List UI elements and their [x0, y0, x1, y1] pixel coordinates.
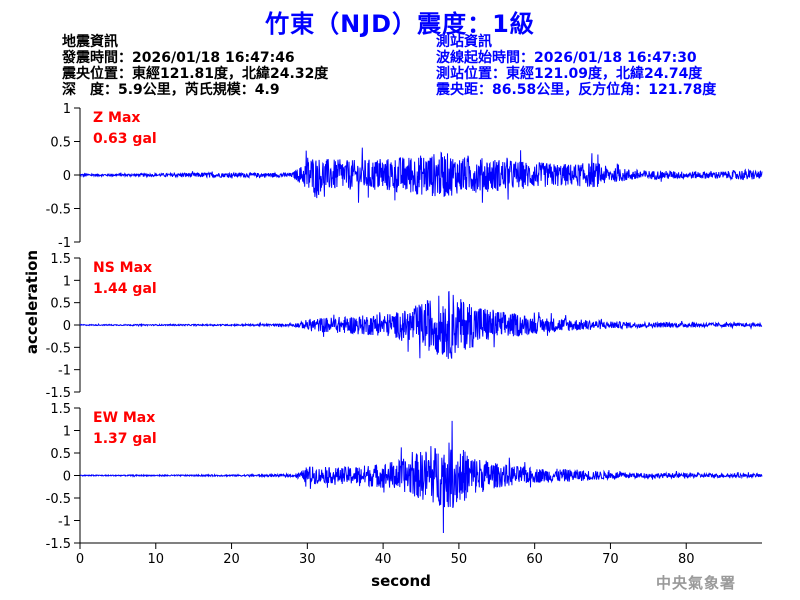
- y-tick-label: -1: [58, 364, 71, 379]
- y-tick-label: -1.5: [46, 537, 71, 552]
- epicenter-location: 震央位置：東經121.81度，北緯24.32度: [62, 66, 329, 82]
- x-tick-label: 40: [375, 552, 392, 567]
- max-label-ns: NS Max: [93, 260, 152, 276]
- max-value-ns: 1.44 gal: [93, 281, 157, 297]
- x-tick-label: 30: [299, 552, 316, 567]
- x-tick-label: 70: [602, 552, 619, 567]
- y-tick-label: -1.5: [46, 386, 71, 401]
- waveform-trace-z: [80, 147, 763, 203]
- y-tick-label: 0: [63, 169, 71, 184]
- max-value-z: 0.63 gal: [93, 131, 157, 147]
- x-tick-label: 10: [148, 552, 165, 567]
- depth-magnitude: 深 度：5.9公里，芮氏規模：4.9: [62, 82, 280, 98]
- agency-watermark: 中央氣象署: [656, 574, 737, 592]
- station-location: 測站位置：東經121.09度，北緯24.74度: [436, 66, 703, 82]
- panel-ns: -1.5 -1 -0.5 0 0.5 1 1.5 NS Max 1.44 gal: [46, 252, 763, 401]
- y-tick-label: -1: [58, 515, 71, 530]
- y-tick-label: 0.5: [50, 297, 71, 312]
- x-tick-label: 60: [526, 552, 543, 567]
- station-info-panel: 測站資訊 波線起始時間：2026/01/18 16:47:30 測站位置：東經1…: [436, 34, 716, 98]
- y-tick-label: -0.5: [46, 203, 71, 218]
- waveform-trace-ns: [79, 291, 763, 359]
- waveform-trace-ew: [79, 420, 763, 534]
- max-value-ew: 1.37 gal: [93, 431, 157, 447]
- y-tick-label: 0: [63, 470, 71, 485]
- y-tick-label: -0.5: [46, 492, 71, 507]
- panel-z: -1 -0.5 0 0.5 1 Z Max 0.63 gal: [46, 102, 763, 251]
- y-tick-label: 1: [63, 102, 71, 117]
- epicentral-distance: 震央距：86.58公里，反方位角：121.78度: [436, 82, 717, 98]
- x-tick-label: 80: [678, 552, 695, 567]
- panel-ew: -1.5 -1 -0.5 0 0.5 1 1.5 EW Max 1.37 gal: [46, 402, 763, 552]
- y-tick-label: 0.5: [50, 136, 71, 151]
- y-tick-label: 1: [63, 425, 71, 440]
- y-tick-label: 1.5: [50, 252, 71, 267]
- event-info-panel: 地震資訊 發震時間：2026/01/18 16:47:46 震央位置：東經121…: [62, 34, 328, 98]
- y-tick-label: -1: [58, 236, 71, 251]
- x-axis-label: second: [371, 572, 431, 590]
- max-label-z: Z Max: [93, 110, 140, 126]
- event-info-heading: 地震資訊: [62, 34, 118, 50]
- wave-start-time: 波線起始時間：2026/01/18 16:47:30: [436, 50, 697, 66]
- x-tick-label: 50: [451, 552, 468, 567]
- x-tick-label: 20: [223, 552, 240, 567]
- page-title: 竹東（NJD）震度：1級: [265, 10, 535, 38]
- y-tick-label: 0: [63, 319, 71, 334]
- y-tick-label: 1.5: [50, 402, 71, 417]
- y-axis-label: acceleration: [23, 250, 41, 354]
- y-tick-label: -0.5: [46, 341, 71, 356]
- y-tick-label: 1: [63, 274, 71, 289]
- max-label-ew: EW Max: [93, 410, 155, 426]
- origin-time: 發震時間：2026/01/18 16:47:46: [62, 50, 295, 66]
- x-tick-label: 0: [76, 552, 84, 567]
- station-info-heading: 測站資訊: [436, 34, 492, 50]
- y-tick-label: 0.5: [50, 447, 71, 462]
